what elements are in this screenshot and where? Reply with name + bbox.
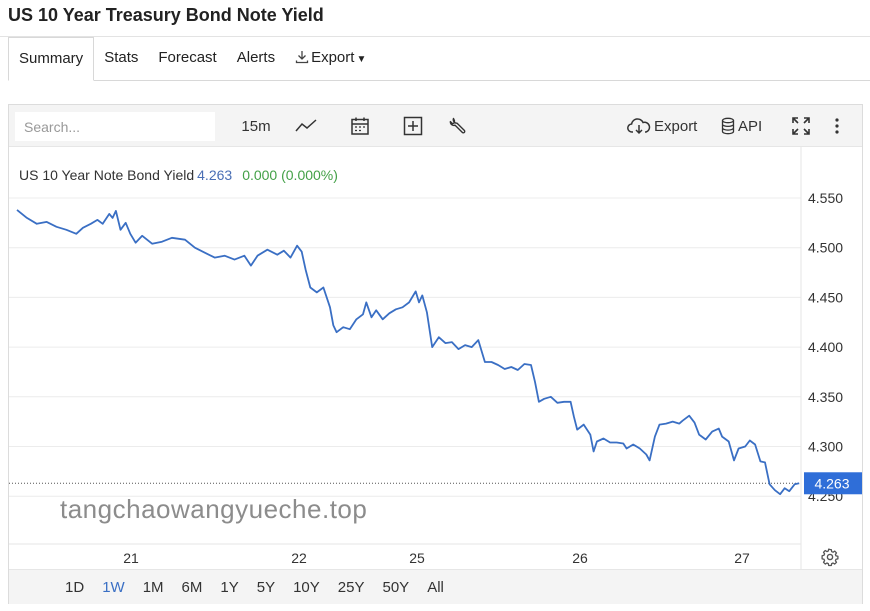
export-label: Export [654, 117, 698, 135]
tab-bar: Summary Stats Forecast Alerts Export ▼ [8, 37, 870, 81]
range-1w[interactable]: 1W [102, 578, 125, 596]
tab-stats[interactable]: Stats [94, 37, 148, 80]
legend-value: 4.263 [197, 167, 233, 183]
y-tick-label: 4.550 [808, 190, 843, 206]
tab-summary[interactable]: Summary [8, 37, 95, 81]
chart-type-button[interactable] [292, 105, 320, 147]
chart-area[interactable]: 4.550 4.500 4.450 4.400 4.350 4.300 4.250 21 22… [9, 147, 862, 569]
export-button[interactable]: Export [627, 105, 701, 147]
add-indicator-button[interactable] [399, 105, 427, 147]
wrench-icon [449, 117, 466, 134]
legend-series-name: US 10 Year Note Bond Yield [19, 167, 195, 183]
x-tick-label: 21 [123, 550, 139, 566]
x-tick-label: 26 [572, 550, 588, 566]
x-tick-label: 22 [291, 550, 307, 566]
expand-icon [792, 117, 810, 135]
tab-forecast-label: Forecast [158, 49, 217, 66]
range-10y[interactable]: 10Y [293, 578, 320, 596]
caret-down-icon: ▼ [356, 54, 367, 65]
chart-legend: US 10 Year Note Bond Yield 4.263 0.000 (0.… [19, 167, 338, 183]
range-selector: 1D 1W 1M 6M 1Y 5Y 10Y 25Y 50Y All [9, 569, 862, 604]
api-label: API [738, 117, 763, 135]
range-6m[interactable]: 6M [181, 578, 203, 596]
y-tick-label: 4.500 [808, 240, 843, 256]
range-5y[interactable]: 5Y [256, 578, 276, 596]
database-icon [721, 117, 735, 135]
y-tick-label: 4.450 [808, 289, 843, 305]
range-25y[interactable]: 25Y [337, 578, 365, 596]
chart-toolbar: 15m Export API [9, 105, 862, 147]
grid-lines [9, 197, 801, 497]
api-button[interactable]: API [721, 105, 769, 147]
more-vertical-icon [835, 118, 839, 134]
tab-alerts-label: Alerts [236, 49, 276, 66]
x-axis-labels: 21 22 25 26 27 [123, 550, 750, 566]
tab-stats-label: Stats [104, 49, 139, 66]
tab-alerts[interactable]: Alerts [227, 37, 285, 80]
more-menu-button[interactable] [825, 105, 849, 147]
tab-forecast[interactable]: Forecast [148, 37, 226, 80]
range-1y[interactable]: 1Y [220, 578, 239, 596]
interval-button[interactable]: 15m [241, 117, 271, 135]
y-tick-label: 4.300 [808, 439, 843, 455]
fullscreen-button[interactable] [787, 105, 815, 147]
download-icon [295, 51, 309, 64]
range-1m[interactable]: 1M [142, 578, 164, 596]
page-title: US 10 Year Treasury Bond Note Yield [8, 5, 324, 25]
cloud-download-icon [627, 118, 651, 135]
price-badge: 4.263 [804, 472, 862, 495]
series-line-us10y [16, 209, 800, 496]
y-tick-label: 4.400 [808, 339, 843, 355]
x-tick-label: 25 [409, 550, 425, 566]
plus-box-icon [403, 116, 423, 136]
calendar-button[interactable] [346, 105, 374, 147]
title-divider [0, 36, 870, 37]
range-1d[interactable]: 1D [65, 578, 85, 596]
tools-button[interactable] [444, 105, 472, 147]
gear-icon [821, 548, 839, 567]
range-all[interactable]: All [427, 578, 444, 596]
tab-summary-label: Summary [19, 50, 84, 67]
range-50y[interactable]: 50Y [382, 578, 410, 596]
tab-export-label: Export [311, 49, 355, 66]
x-tick-label: 27 [734, 550, 750, 566]
search-input[interactable] [15, 112, 215, 141]
calendar-icon [351, 117, 369, 135]
y-tick-label: 4.350 [808, 389, 843, 405]
line-chart-icon [295, 119, 317, 132]
tab-export[interactable]: Export ▼ [285, 37, 376, 80]
price-badge-box [804, 472, 862, 495]
price-badge-value: 4.263 [814, 475, 849, 491]
settings-button[interactable] [820, 547, 840, 567]
legend-change: 0.000 (0.000%) [242, 167, 338, 183]
